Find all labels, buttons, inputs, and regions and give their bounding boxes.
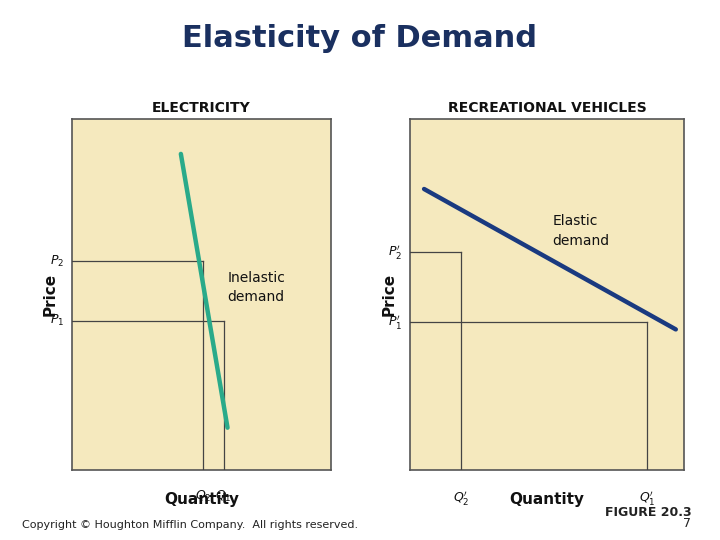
Title: ELECTRICITY: ELECTRICITY <box>152 101 251 115</box>
Text: Elasticity of Demand: Elasticity of Demand <box>182 24 538 53</box>
X-axis label: Quantity: Quantity <box>164 492 239 507</box>
Text: $P_1$: $P_1$ <box>50 313 64 328</box>
Text: Inelastic
demand: Inelastic demand <box>228 271 285 304</box>
Y-axis label: Price: Price <box>43 273 58 316</box>
X-axis label: Quantity: Quantity <box>510 492 585 507</box>
Text: $Q_2$: $Q_2$ <box>194 489 211 504</box>
Text: $Q_1$: $Q_1$ <box>215 489 232 504</box>
Text: 7: 7 <box>683 517 691 530</box>
Text: $P_1'$: $P_1'$ <box>388 313 402 332</box>
Text: Elastic
demand: Elastic demand <box>553 214 610 248</box>
Text: $Q_1'$: $Q_1'$ <box>639 489 655 507</box>
Y-axis label: Price: Price <box>382 273 397 316</box>
Text: $P_2'$: $P_2'$ <box>388 243 402 261</box>
Text: $P_2$: $P_2$ <box>50 253 64 268</box>
Title: RECREATIONAL VEHICLES: RECREATIONAL VEHICLES <box>448 101 647 115</box>
Text: FIGURE 20.3: FIGURE 20.3 <box>605 507 691 519</box>
Text: $Q_2'$: $Q_2'$ <box>453 489 469 507</box>
Text: Copyright © Houghton Mifflin Company.  All rights reserved.: Copyright © Houghton Mifflin Company. Al… <box>22 520 358 530</box>
